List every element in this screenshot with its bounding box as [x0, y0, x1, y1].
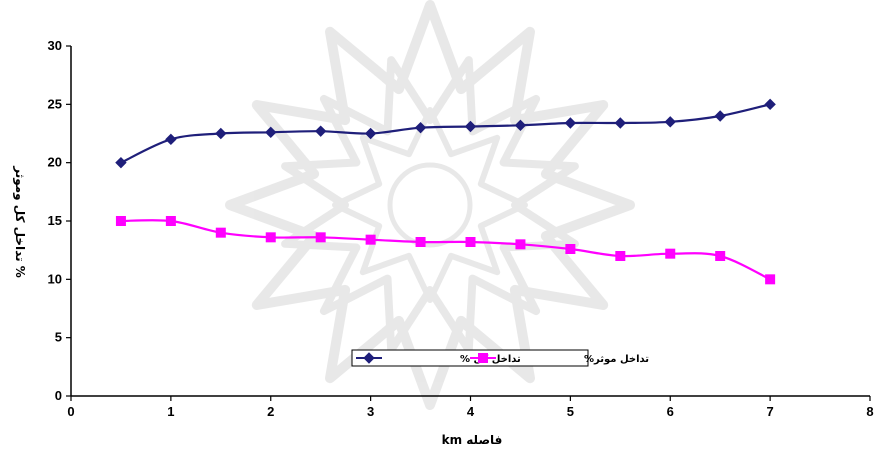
series-1-point [664, 116, 676, 128]
series-2-point [565, 244, 576, 254]
series-2-point [665, 248, 676, 259]
legend-label: تداخل کل % [460, 354, 521, 365]
watermark-middle-star [281, 56, 579, 354]
chart-legend: تداخل کل % تداخل موثر% [351, 349, 649, 367]
legend-label: تداخل موثر% [584, 354, 649, 365]
chart-ticks: 0 5 10 15 20 25 30 0 1 2 3 4 5 6 7 8 [48, 38, 874, 419]
x-tick-label: 0 [67, 404, 74, 419]
series-1-point [115, 156, 127, 169]
y-tick-label: 25 [48, 96, 62, 111]
series-1-point [314, 125, 327, 137]
y-tick-label: 15 [48, 213, 62, 228]
legend-swatch-marker [478, 353, 488, 363]
series-2-point [115, 216, 126, 226]
x-tick-label: 6 [667, 404, 674, 419]
y-tick-label: 0 [55, 388, 62, 403]
y-tick-label: 5 [55, 330, 62, 345]
series-2-point [215, 227, 226, 238]
series-1-point [564, 117, 577, 129]
y-tick-label: 20 [48, 155, 62, 170]
y-tick-label: 30 [48, 38, 62, 53]
series-1-point [764, 98, 776, 111]
series-1-point [364, 127, 377, 140]
series-1-point [265, 126, 277, 139]
watermark-seal-icon [225, 0, 635, 410]
series-2 [115, 216, 776, 285]
series-2-point [715, 251, 726, 261]
x-tick-label: 3 [367, 404, 374, 419]
watermark-center-ring [387, 162, 473, 248]
x-tick-label: 5 [567, 404, 574, 419]
series-2-point [415, 237, 426, 247]
x-tick-label: 4 [467, 404, 475, 419]
series-2-point [365, 234, 376, 245]
watermark-outer-star [225, 0, 635, 410]
series-2-point [765, 274, 776, 285]
series-1-point [514, 119, 527, 132]
x-tick-label: 1 [167, 404, 174, 419]
series-1-point [414, 121, 427, 134]
series-2-point [465, 237, 476, 247]
series-2-point [615, 251, 626, 261]
y-axis-title: % تداخل کل وموثر [12, 165, 27, 278]
series-2-point [265, 232, 276, 243]
x-tick-label: 8 [866, 404, 873, 419]
series-1 [115, 98, 776, 169]
legend-swatch-marker [363, 352, 375, 364]
x-axis-title: km فاصله [442, 433, 503, 447]
x-tick-label: 2 [267, 404, 274, 419]
watermark-inner-star [332, 107, 528, 303]
series-2-point [515, 239, 526, 250]
series-2-point [165, 216, 176, 226]
series-1-point [165, 133, 177, 146]
chart-series [115, 98, 776, 285]
series-1-point [614, 117, 627, 129]
y-tick-label: 10 [48, 271, 62, 286]
series-1-point [714, 110, 726, 122]
series-1-point [215, 127, 227, 140]
x-tick-label: 7 [767, 404, 774, 419]
series-2-point [315, 232, 326, 243]
series-1-point [464, 120, 477, 133]
